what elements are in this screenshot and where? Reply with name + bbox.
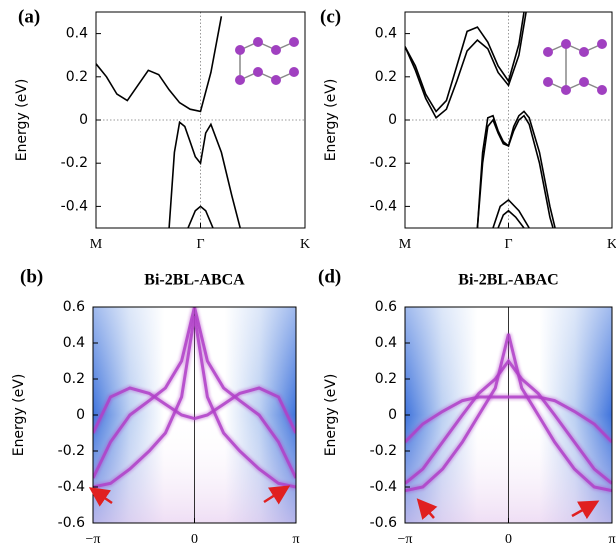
x-tick-label: M xyxy=(90,237,103,252)
panel-label: (a) xyxy=(18,6,40,27)
plot-area xyxy=(405,12,612,228)
y-tick-label: 0 xyxy=(388,112,397,128)
y-tick-label: -0.4 xyxy=(58,479,85,495)
plots: M Γ K 0.4 0.2 0 -0.2 -0.4 (a) Energy (eV) M Γ K 0.4 0.… xyxy=(11,6,616,547)
x-tick-label: M xyxy=(399,237,412,252)
y-axis-label: Energy (eV) xyxy=(11,374,27,457)
y-tick-label: 0.6 xyxy=(63,299,85,315)
y-tick-label: -0.2 xyxy=(370,443,397,459)
y-tick-label: 0 xyxy=(76,407,85,423)
y-tick-label: 0 xyxy=(388,407,397,423)
x-tick-label: −π xyxy=(398,532,413,547)
band-line xyxy=(405,12,527,120)
band-line xyxy=(187,205,214,228)
y-tick-label: 0.2 xyxy=(375,69,397,85)
spectral-band xyxy=(405,333,612,493)
y-tick-label: 0.2 xyxy=(375,371,397,387)
x-tick-label: K xyxy=(300,237,310,252)
plot-area xyxy=(96,12,305,228)
plot-frame xyxy=(404,11,613,229)
y-tick-label: -0.2 xyxy=(61,155,88,171)
panel-label: (b) xyxy=(20,266,43,287)
plot-frame xyxy=(95,11,306,229)
y-tick-label: -0.4 xyxy=(370,198,397,214)
y-tick-label: -0.2 xyxy=(58,443,85,459)
panel-title: Bi-2BL-ABAC xyxy=(458,272,558,289)
y-tick-label: 0.4 xyxy=(63,335,85,351)
spectral-band xyxy=(405,395,612,444)
x-tick-label: Γ xyxy=(196,237,204,252)
band-line xyxy=(168,120,241,228)
y-tick-label: 0.4 xyxy=(66,26,88,42)
band-line xyxy=(476,114,554,228)
arrows xyxy=(88,485,600,520)
band-line xyxy=(492,198,530,228)
y-tick-label: -0.6 xyxy=(58,515,85,531)
plot-frame xyxy=(404,306,613,524)
y-tick-label: -0.4 xyxy=(370,479,397,495)
spectral-band xyxy=(93,315,296,489)
y-tick-label: -0.4 xyxy=(61,198,88,214)
y-tick-label: 0 xyxy=(79,112,88,128)
x-tick-label: Γ xyxy=(504,237,512,252)
y-tick-label: -0.6 xyxy=(370,515,397,531)
spectral-band xyxy=(93,386,296,434)
x-tick-label: K xyxy=(607,237,616,252)
plot-area xyxy=(405,307,612,523)
y-axis-label: Energy (eV) xyxy=(14,79,30,162)
y-axis-label: Energy (eV) xyxy=(323,79,339,162)
y-tick-label: 0.2 xyxy=(66,69,88,85)
panel: M Γ K 0.4 0.2 0 -0.2 -0.4 (a) Energy (eV) xyxy=(14,6,310,252)
band-line xyxy=(96,16,223,113)
band-line xyxy=(476,110,556,228)
band-line xyxy=(497,209,525,228)
x-tick-label: −π xyxy=(86,532,101,547)
panel: −π 0 π 0.6 0.4 0.2 0 -0.2 -0.4 -0.6 (d) Energy (eV)… xyxy=(318,266,616,547)
spectral-band xyxy=(93,307,296,479)
panel-label: (d) xyxy=(318,266,341,287)
plot-frame xyxy=(92,306,297,524)
x-tick-label: π xyxy=(292,532,299,547)
panel: −π 0 π 0.6 0.4 0.2 0 -0.2 -0.4 -0.6 (b) Energy (eV)… xyxy=(11,266,300,547)
y-tick-label: 0.4 xyxy=(375,26,397,42)
x-tick-label: 0 xyxy=(191,532,198,547)
plot-area xyxy=(93,307,296,523)
panel-label: (c) xyxy=(320,6,341,27)
x-tick-label: π xyxy=(608,532,615,547)
inset-structure xyxy=(235,37,607,95)
y-tick-label: 0.6 xyxy=(375,299,397,315)
panel: M Γ K 0.4 0.2 0 -0.2 -0.4 (c) Energy (eV) xyxy=(320,6,616,252)
y-tick-label: -0.2 xyxy=(370,155,397,171)
x-tick-label: 0 xyxy=(505,532,512,547)
y-axis-label: Energy (eV) xyxy=(323,374,339,457)
spectral-band xyxy=(405,358,612,485)
y-tick-label: 0.2 xyxy=(63,371,85,387)
panel-title: Bi-2BL-ABCA xyxy=(144,272,245,289)
y-tick-label: 0.4 xyxy=(375,335,397,351)
band-line xyxy=(405,12,525,113)
